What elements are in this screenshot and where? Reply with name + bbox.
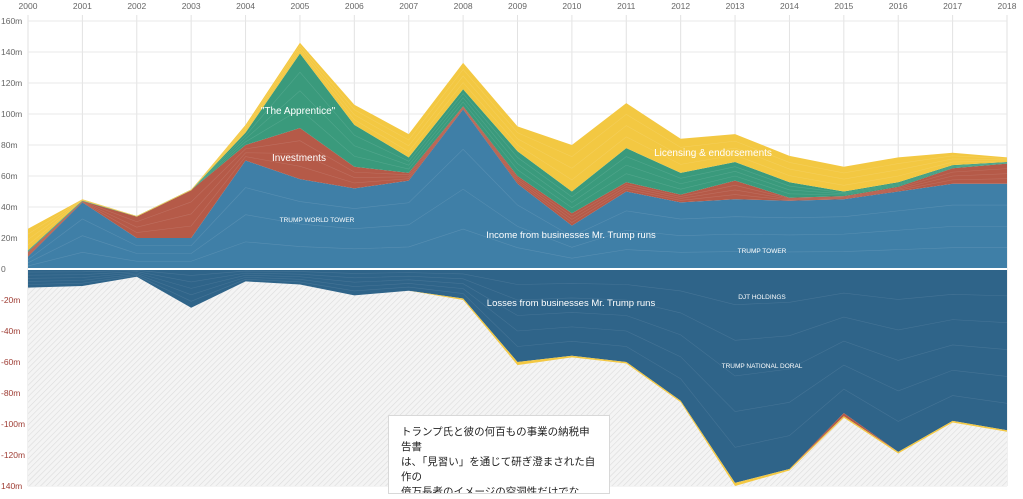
x-tick-label: 2013 <box>726 1 745 11</box>
x-tick-label: 2009 <box>508 1 527 11</box>
y-tick-label: 20m <box>1 233 18 243</box>
series-texture-line <box>27 148 1007 260</box>
y-tick-label: 60m <box>1 171 18 181</box>
label-licensing: Licensing & endorsements <box>654 148 772 159</box>
x-tick-label: 2017 <box>943 1 962 11</box>
x-tick-label: 2002 <box>127 1 146 11</box>
y-tick-label: 0 <box>1 264 6 274</box>
positive-series-area <box>28 109 1007 269</box>
label-income: Income from businesses Mr. Trump runs <box>486 230 656 241</box>
x-tick-label: 2018 <box>998 1 1017 11</box>
x-tick-label: 2012 <box>671 1 690 11</box>
series-texture-line <box>27 271 1008 341</box>
negative-series-area <box>28 269 1007 483</box>
series-texture-line <box>27 44 1008 235</box>
x-tick-label: 2015 <box>834 1 853 11</box>
x-tick-label: 2011 <box>617 1 636 11</box>
label-trump-national-doral: TRUMP NATIONAL DORAL <box>722 363 803 370</box>
x-tick-label: 2008 <box>454 1 473 11</box>
x-tick-label: 2005 <box>290 1 309 11</box>
positive-series-area <box>28 53 1007 252</box>
series-texture-lines <box>27 44 1008 448</box>
series-texture-line <box>27 275 1008 448</box>
x-tick-label: 2010 <box>562 1 581 11</box>
hatched-region <box>28 276 1007 486</box>
x-tick-label: 2001 <box>73 1 92 11</box>
series-texture-line <box>27 269 1008 305</box>
y-tick-label: 100m <box>1 109 22 119</box>
series-texture-line <box>27 188 1007 264</box>
label-investments: Investments <box>272 153 326 164</box>
caption-box: トランプ氏と彼の何百もの事業の納税申告書 は、「見習い」を通じて研ぎ澄まされた自… <box>388 415 610 494</box>
y-tick-label: 140m <box>1 47 22 57</box>
hatched-background <box>28 276 1007 486</box>
series-texture-line <box>27 272 1008 377</box>
series-texture-line <box>27 228 1007 267</box>
positive-series-area <box>28 42 1007 251</box>
series-texture-line <box>27 273 1008 412</box>
label-trump-world-tower: TRUMP WORLD TOWER <box>280 217 355 224</box>
y-axis: 160m 140m 120m 100m 80m 60m 40m 20m 0 -20m -40m -60… <box>1 16 25 491</box>
x-tick-label: 2016 <box>889 1 908 11</box>
x-tick-label: 2004 <box>236 1 255 11</box>
label-djt-holdings: DJT HOLDINGS <box>738 294 786 301</box>
y-tick-label: 160m <box>1 16 22 26</box>
x-axis: 2000 2001 2002 2003 2004 2005 2006 2007 2008 2009… <box>19 1 1017 11</box>
y-tick-label: 40m <box>1 202 18 212</box>
series-texture-line <box>27 106 1008 254</box>
y-tick-label: 140m <box>1 481 22 491</box>
y-tick-label: -20m <box>1 295 20 305</box>
x-tick-label: 2000 <box>19 1 38 11</box>
x-tick-label: 2007 <box>399 1 418 11</box>
series-texture-line <box>27 108 1008 256</box>
label-apprentice: "The Apprentice" <box>261 106 336 117</box>
x-tick-label: 2006 <box>345 1 364 11</box>
y-tick-label: -40m <box>1 326 20 336</box>
y-tick-label: -120m <box>1 450 25 460</box>
label-trump-tower: TRUMP TOWER <box>738 248 787 255</box>
y-tick-label: -60m <box>1 357 20 367</box>
x-tick-label: 2003 <box>182 1 201 11</box>
y-tick-label: 120m <box>1 78 22 88</box>
label-losses: Losses from businesses Mr. Trump runs <box>487 298 656 309</box>
series-texture-line <box>27 107 1008 255</box>
x-tick-label: 2014 <box>780 1 799 11</box>
y-tick-label: -100m <box>1 419 25 429</box>
y-tick-label: -80m <box>1 388 20 398</box>
y-tick-label: 80m <box>1 140 18 150</box>
